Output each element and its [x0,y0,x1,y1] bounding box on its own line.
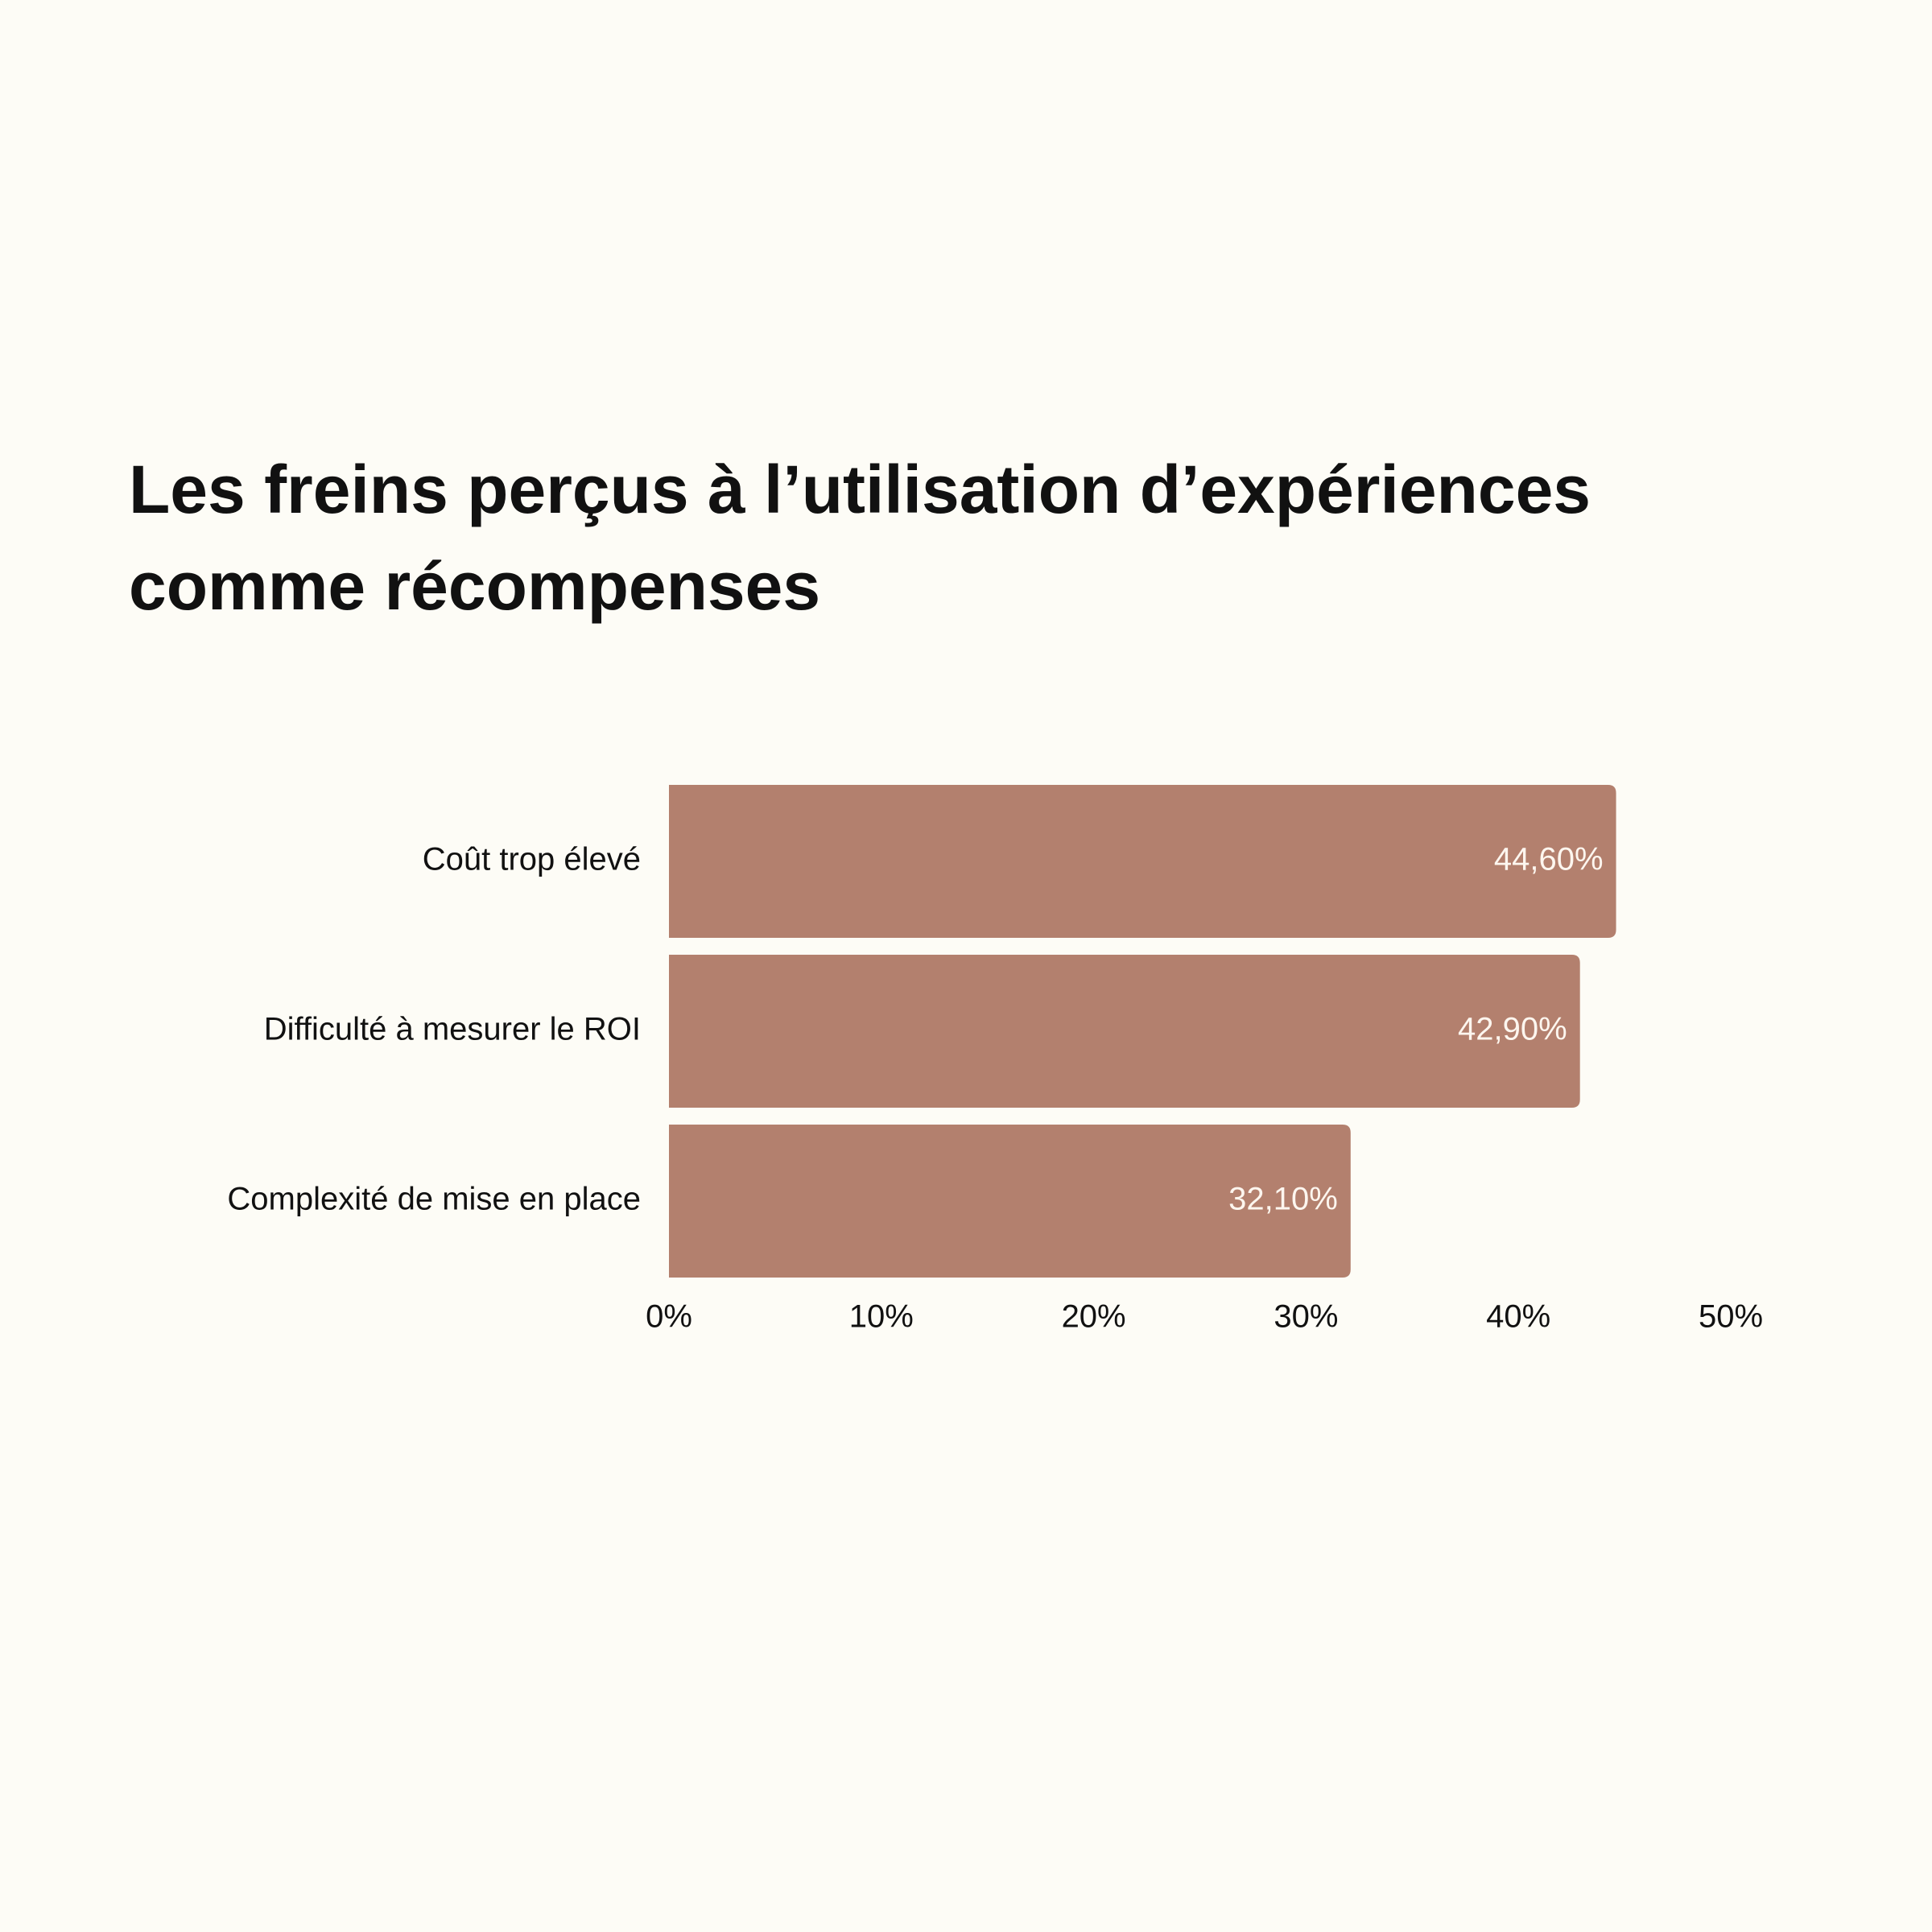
value-label: 44,60% [1494,842,1604,877]
bar [669,955,1580,1108]
x-tick-label: 10% [849,1299,914,1335]
y-tick-label: Difficulté à mesurer le ROI [264,1012,641,1047]
bar [669,785,1616,938]
y-tick-label: Complexité de mise en place [227,1182,641,1217]
x-tick-label: 20% [1062,1299,1126,1335]
value-label: 32,10% [1228,1182,1338,1217]
chart-title: Les freins perçus à l’utilisation d’expé… [129,452,1591,624]
value-label: 42,90% [1458,1012,1567,1047]
y-tick-label: Coût trop élevé [423,842,641,877]
x-tick-label: 0% [646,1299,692,1335]
x-tick-label: 50% [1699,1299,1763,1335]
x-tick-label: 30% [1274,1299,1338,1335]
bar [669,1125,1351,1278]
x-tick-label: 40% [1486,1299,1550,1335]
